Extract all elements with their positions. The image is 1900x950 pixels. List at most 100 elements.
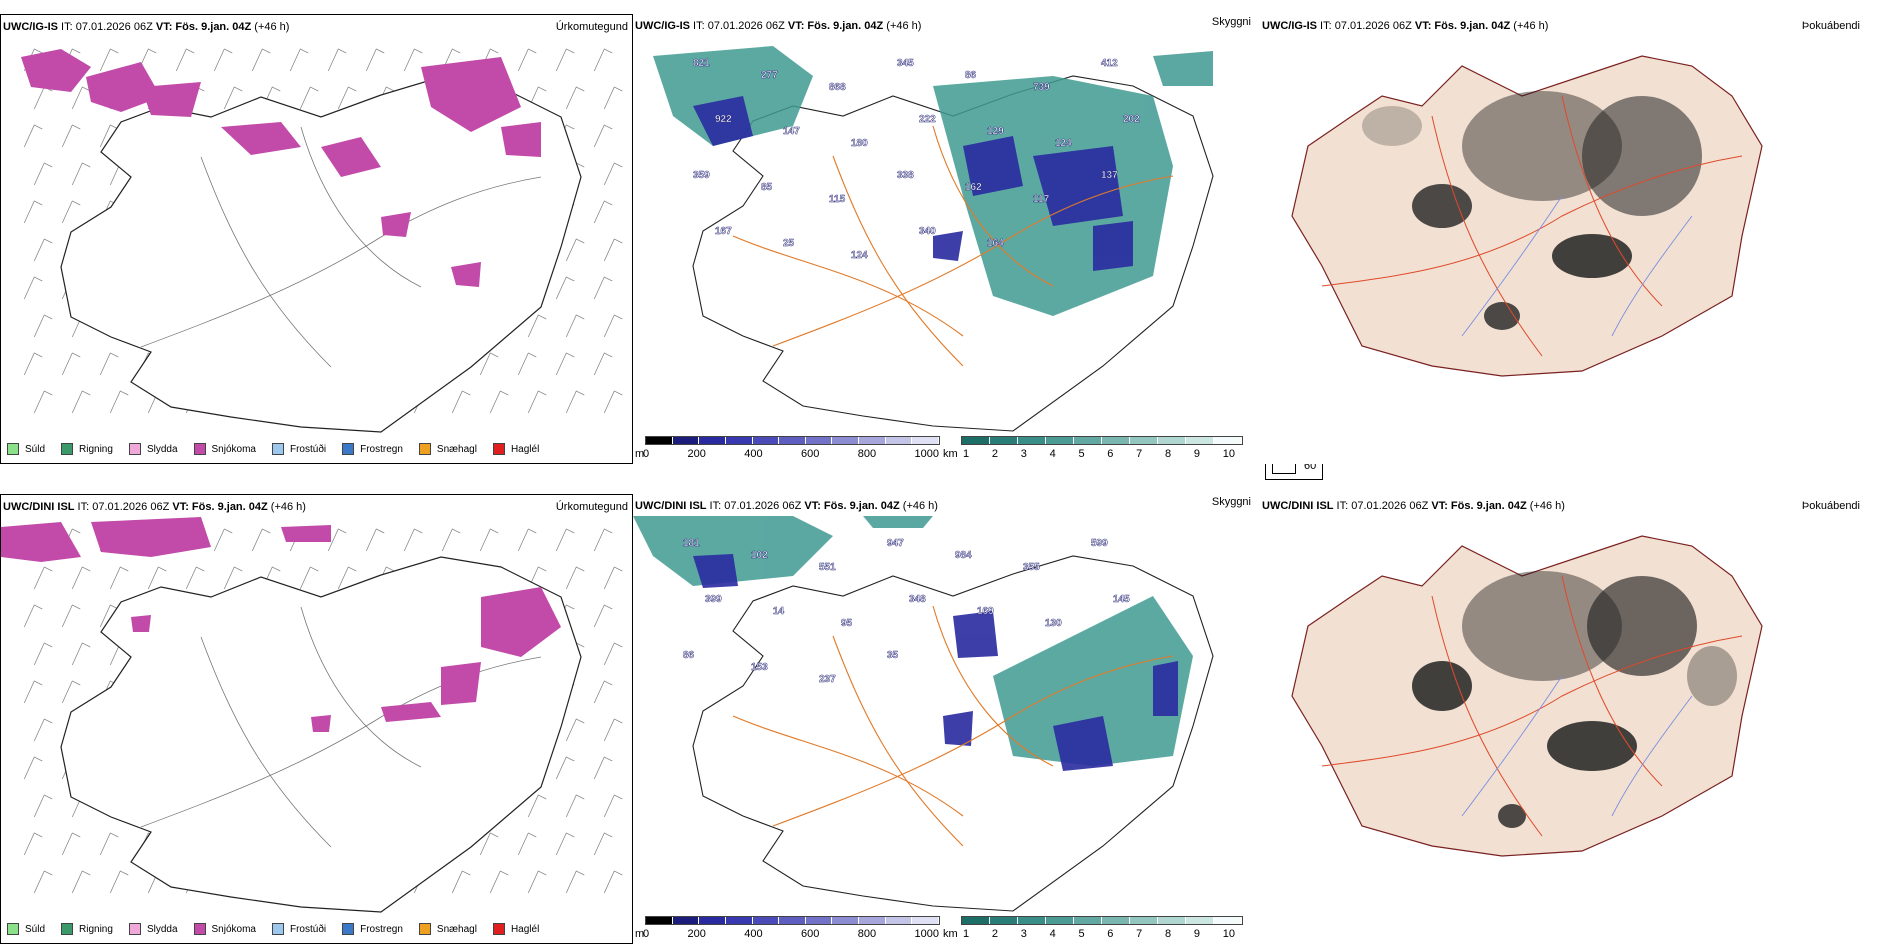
wind-barb-icon: [109, 390, 129, 414]
roads: [1321, 95, 1743, 357]
wind-barb-icon: [593, 48, 613, 72]
model-name: UWC/DINI ISL: [635, 500, 707, 512]
tick: 6: [1107, 928, 1114, 940]
cloud-panel-top: UWC/IG-IS IT: 07.01.2026 06Z VT: Fös. 9.…: [633, 14, 1323, 480]
model-name: UWC/IG-IS: [635, 20, 690, 32]
visibility-colorbar: km 1 2 3 4 5 6 7 8 9 10: [943, 436, 1248, 464]
fog-panel-top: UWC/IG-IS IT: 07.01.2026 06Z VT: Fös. 9.…: [1262, 14, 1862, 464]
cloud-base-label: 345: [897, 58, 914, 69]
wind-barb-icon: [593, 276, 613, 300]
legend-item: Frostregn: [342, 443, 403, 455]
visibility-bar: [961, 916, 1243, 925]
init-time: IT: 07.01.2026 06Z: [1333, 500, 1432, 512]
wind-barb-icon: [23, 352, 43, 376]
tick: 5: [1078, 448, 1085, 460]
wind-barb-icon: [33, 390, 53, 414]
cloud-base-label: 86: [683, 650, 695, 661]
legend-swatch: [7, 443, 19, 455]
legend-label: Haglél: [510, 443, 540, 455]
cloud-base-label: 340: [919, 226, 936, 237]
legend-label: Frostregn: [360, 923, 403, 935]
tick: 600: [801, 448, 820, 460]
wind-barb-icon: [23, 680, 43, 704]
tick: 800: [857, 448, 877, 460]
wind-barb-icon: [99, 48, 119, 72]
panel-name: Úrkomutegund: [555, 21, 628, 33]
wind-barb-icon: [23, 756, 43, 780]
panel-title: UWC/IG-IS IT: 07.01.2026 06Z VT: Fös. 9.…: [635, 20, 921, 32]
tick: 8: [1165, 448, 1172, 460]
legend-item: Frostúði: [271, 923, 326, 935]
wind-barb-icon: [71, 162, 91, 186]
wind-barb-icon: [289, 48, 309, 72]
init-time: IT: 07.01.2026 06Z: [74, 501, 173, 513]
wind-barb-icon: [223, 566, 243, 590]
panel-title: UWC/DINI ISL IT: 07.01.2026 06Z VT: Fös.…: [1262, 500, 1565, 512]
tick: 200: [687, 448, 706, 460]
snowfall-areas: [21, 49, 541, 287]
cloud-base-label: 359: [693, 170, 710, 181]
wind-barb-icon: [61, 604, 81, 628]
tick: 3: [1020, 448, 1027, 460]
visibility-colorbar: km 1 2 3 4 5 6 7 8 9 10: [943, 916, 1248, 944]
init-time: IT: 07.01.2026 06Z: [1317, 20, 1415, 32]
wind-barb-icon: [603, 314, 623, 338]
legend-item: Súld: [7, 923, 45, 935]
wind-barb-icon: [71, 642, 91, 666]
lead-time: (+46 h): [1526, 500, 1565, 512]
cloud-base-label: 145: [1113, 594, 1130, 605]
wind-barb-icon: [603, 794, 623, 818]
tick: 1: [963, 928, 970, 940]
fog-panel-bottom: UWC/DINI ISL IT: 07.01.2026 06Z VT: Fös.…: [1262, 494, 1862, 944]
legend-label: Snæhagl: [436, 923, 477, 935]
roads: [140, 606, 542, 848]
wind-barb-icon: [555, 756, 575, 780]
visibility-areas: [633, 516, 1193, 766]
cloud-base-label: 25: [783, 238, 795, 249]
wind-barb-icon: [23, 200, 43, 224]
wind-barb-icon: [603, 642, 623, 666]
wind-barb-icon: [213, 48, 233, 72]
wind-barb-icon: [517, 832, 537, 856]
valid-label: VT:: [155, 21, 173, 33]
tick: 1: [963, 448, 970, 460]
legend-swatch: [7, 923, 19, 935]
init-time: IT: 07.01.2026 06Z: [706, 500, 805, 512]
cloud-base-label: 117: [1033, 194, 1050, 205]
tick: 1000: [914, 928, 939, 940]
wind-barb-icon: [555, 48, 575, 72]
valid-time: Fös. 9.jan. 04Z: [1447, 500, 1527, 512]
wind-barb-icon: [451, 870, 471, 894]
fog-shading: [1412, 571, 1737, 828]
roads: [140, 126, 542, 368]
wind-barb-icon: [565, 870, 585, 894]
wind-barb-icon: [565, 314, 585, 338]
wind-barb-icon: [147, 566, 167, 590]
cloud-base-label: 984: [955, 550, 972, 561]
wind-barb-icon: [23, 604, 43, 628]
fog-shading: [1362, 91, 1702, 330]
visibility-ticks: 1 2 3 4 5 6 7 8 9 10: [963, 928, 1235, 940]
legend-swatch: [492, 923, 505, 935]
tick: 600: [801, 928, 820, 940]
roads: [732, 125, 1174, 367]
legend-label: Rigning: [79, 443, 113, 455]
valid-time: Fös. 9.jan. 04Z: [804, 20, 884, 32]
legend-swatch: [418, 923, 431, 935]
wind-barb-icon: [61, 680, 81, 704]
valid-time: Fös. 9.jan. 04Z: [1431, 20, 1511, 32]
cloud-base-label: 551: [819, 562, 836, 573]
legend-label: Slydda: [146, 923, 178, 935]
wind-barb-icon: [565, 238, 585, 262]
wind-barb-icon: [99, 352, 119, 376]
wind-barb-icon: [517, 352, 537, 376]
valid-label: VT:: [172, 501, 189, 513]
wind-barb-icon: [565, 86, 585, 110]
wind-barb-icon: [109, 566, 129, 590]
roads: [1321, 575, 1743, 837]
wind-barb-icon: [99, 832, 119, 856]
wind-barb-icon: [299, 86, 319, 110]
wind-barb-icon: [213, 528, 233, 552]
wind-barb-icon: [603, 566, 623, 590]
wind-barb-icon: [593, 528, 613, 552]
